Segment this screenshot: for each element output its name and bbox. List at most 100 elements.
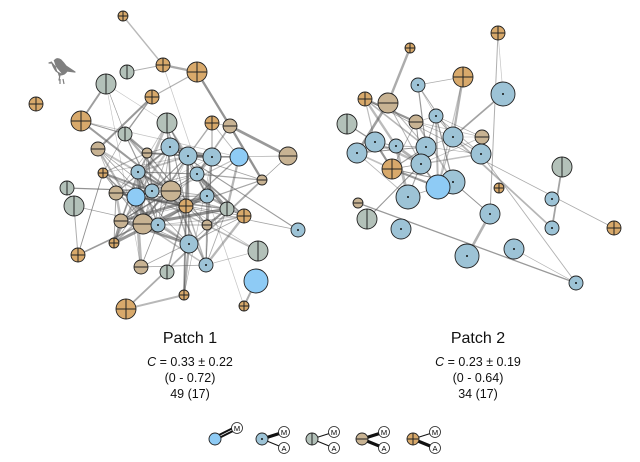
c-symbol: C (435, 355, 445, 369)
node-vertical (159, 264, 175, 280)
node-dot-mark (435, 115, 437, 117)
node-dot-mark (187, 155, 189, 157)
network-edge (105, 83, 168, 124)
network-edge (134, 122, 169, 198)
network-edge (162, 64, 245, 307)
node-dot (160, 137, 180, 157)
node-vertical (219, 201, 235, 217)
network-edge (124, 96, 153, 135)
network-edge (137, 171, 198, 175)
legend-m-label: M (281, 428, 287, 437)
node-horizontal (90, 141, 106, 157)
network-edge (420, 136, 483, 165)
node-dot-mark (151, 190, 153, 192)
node-cross (155, 57, 171, 73)
node-horizontal (201, 219, 213, 231)
node-cross (70, 110, 92, 132)
node-dot-mark (489, 213, 491, 215)
legend-m-circle (378, 426, 390, 438)
node-bright (229, 147, 249, 167)
node-dot-mark (196, 173, 198, 175)
network-edge (102, 152, 148, 174)
node-dot-mark (206, 195, 208, 197)
node-dot-mark (513, 248, 515, 250)
network-edge (157, 215, 245, 226)
node-vertical (551, 156, 573, 178)
node-vertical (356, 208, 378, 230)
network-edge (196, 71, 231, 127)
network-edge (185, 156, 240, 207)
node-cross (108, 237, 120, 249)
node-cross (178, 289, 190, 301)
node-vertical (305, 432, 319, 446)
legend-item-bright: M (208, 422, 243, 446)
bird-silhouette-icon (48, 58, 76, 85)
network-edge (187, 155, 263, 181)
node-dot (479, 203, 501, 225)
node-horizontal (141, 147, 153, 159)
node-circle (229, 147, 249, 167)
node-dot (255, 432, 269, 446)
node-dot (410, 153, 432, 175)
network-edge (80, 120, 172, 192)
node-horizontal (108, 185, 124, 201)
network-edge (102, 155, 189, 174)
node-dot-mark (211, 156, 213, 158)
network-edge (363, 98, 398, 147)
node-dot-mark (502, 93, 504, 95)
node-vertical (95, 73, 117, 95)
patch-2-range: (0 - 0.64) (452, 371, 504, 385)
node-dot-mark (407, 196, 409, 198)
network-edge (205, 208, 228, 266)
node-circle (243, 268, 269, 294)
legend-m-circle (429, 426, 441, 438)
node-vertical (247, 240, 269, 262)
node-dot (470, 143, 492, 165)
node-vertical (117, 126, 133, 142)
c-value: = 0.23 ± 0.19 (447, 355, 521, 369)
network-edge (229, 124, 289, 158)
legend-a-circle (378, 442, 390, 454)
node-cross (117, 10, 129, 22)
node-vertical (336, 113, 358, 135)
network-edge (97, 96, 153, 150)
node-bright (425, 174, 451, 200)
node-dot (390, 218, 412, 240)
node-dot (290, 222, 306, 238)
node-circle (126, 187, 146, 207)
node-cross (97, 167, 109, 179)
legend-m-circle (278, 426, 290, 438)
node-cross (238, 300, 250, 312)
legend-a-label: A (381, 444, 386, 453)
node-horizontal (132, 213, 154, 235)
node-bright (126, 187, 146, 207)
node-cross (115, 298, 137, 320)
network-edge (205, 215, 245, 266)
node-circle (208, 432, 222, 446)
node-dot-mark (400, 228, 402, 230)
node-dot (442, 126, 464, 148)
node-dot (388, 138, 404, 154)
node-cross (606, 220, 622, 236)
patch-2-connectance: C = 0.23 ± 0.19 (378, 355, 578, 371)
node-dot (199, 188, 215, 204)
network-edge (513, 248, 577, 284)
node-dot-mark (452, 181, 454, 183)
node-dot-mark (169, 146, 171, 148)
node-dot-mark (137, 171, 139, 173)
node-dot (202, 147, 222, 167)
patch-2-nodes (336, 25, 622, 291)
patch-2-title: Patch 2 (450, 330, 506, 347)
legend-m-label: M (234, 424, 240, 433)
network-edge (120, 194, 208, 223)
node-dot-mark (551, 227, 553, 229)
network-edge (489, 32, 499, 215)
node-dot-mark (466, 255, 468, 257)
node-dot-mark (551, 198, 553, 200)
node-dot-mark (356, 152, 358, 154)
node-dot (395, 184, 421, 210)
network-edge (140, 264, 207, 268)
node-cross (381, 158, 403, 180)
